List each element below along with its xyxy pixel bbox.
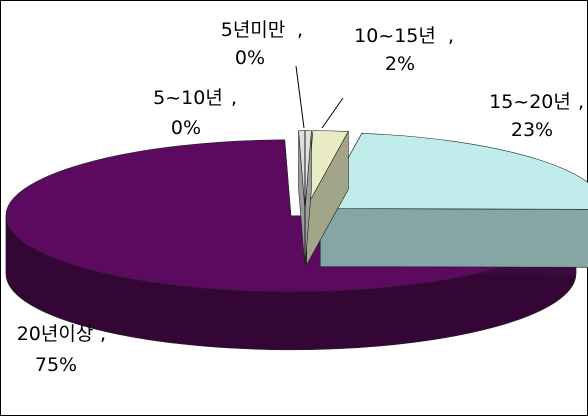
leader-lines [295,65,344,129]
leader-line-5-under [295,65,305,129]
pie-slice-5-10 [298,130,306,207]
data-label-15-20-name: 15~20년 [489,91,571,113]
data-label-10-15-value: 2% [385,53,415,75]
data-label-15-20-comma: , [578,91,584,113]
data-label-10-15-comma: , [448,25,454,47]
leader-line-10-15 [321,97,344,129]
data-label-5-10-name: 5~10년 [153,87,223,109]
pie-slices [5,130,588,351]
data-label-5-under-value: 0% [235,47,265,69]
data-label-10-15-name: 10~15년 [354,25,436,47]
pie-slice-face-15-20-1 [319,208,588,268]
pie-slice-5-under [304,130,312,207]
data-label-5-10-comma: , [231,87,237,109]
pie-slice-10-15 [306,130,349,207]
data-label-20-over-comma: , [100,323,106,345]
pie-slice-15-20 [319,133,588,210]
data-label-20-over-value: 75% [35,354,77,376]
data-label-5-under-name: 5년미만 [221,19,286,41]
data-label-5-10-value: 0% [171,117,201,139]
data-label-5-under-comma: , [297,19,303,41]
data-label-20-over-name: 20년이상 [17,323,94,345]
data-label-15-20-value: 23% [511,119,553,141]
